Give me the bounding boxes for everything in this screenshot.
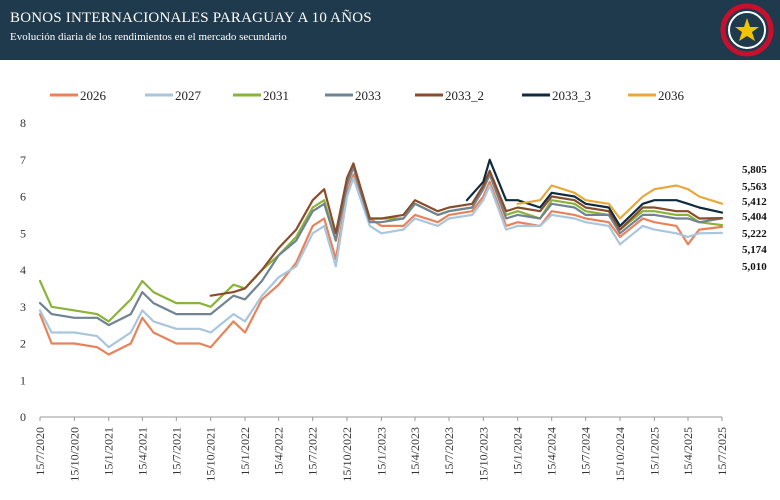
x-tick-label: 15/7/2023 (442, 427, 456, 476)
legend-label: 2033 (355, 88, 381, 103)
x-tick-label: 15/1/2025 (647, 427, 661, 476)
series-line-2026 (38, 173, 724, 356)
x-tick-label: 15/1/2024 (511, 427, 525, 476)
y-tick-label: 8 (20, 116, 26, 130)
series-line-2036 (516, 184, 724, 220)
x-tick-label: 15/10/2024 (613, 427, 627, 482)
y-tick-label: 7 (20, 153, 26, 167)
end-value-label: 5,222 (742, 228, 767, 240)
end-value-label: 5,412 (742, 196, 767, 208)
x-tick-label: 15/7/2022 (306, 427, 320, 476)
end-value-label: 5,404 (742, 211, 767, 223)
x-tick-label: 15/10/2021 (204, 427, 218, 482)
x-tick-label: 15/7/2020 (33, 427, 47, 476)
y-tick-label: 4 (20, 263, 26, 277)
x-tick-label: 15/4/2025 (681, 427, 695, 476)
line-chart: 0 1 2 3 4 5 6 7 8 15/7/2020 15/10/2020 15/1/2021 15/… (20, 88, 767, 482)
series-line-2033 (38, 165, 724, 327)
x-tick-label: 15/4/2022 (272, 427, 286, 476)
end-value-label: 5,174 (742, 244, 767, 256)
x-tick-label: 15/10/2023 (476, 427, 490, 482)
x-tick-label: 15/1/2023 (374, 427, 388, 476)
legend-label: 2026 (80, 88, 107, 103)
x-tick-label: 15/1/2021 (102, 427, 116, 476)
series-line-2033-2 (209, 162, 724, 297)
x-tick-label: 15/4/2024 (545, 427, 559, 476)
y-tick-label: 1 (20, 373, 26, 387)
legend-label: 2027 (175, 88, 202, 103)
legend-label: 2033_2 (445, 88, 484, 103)
y-tick-label: 5 (20, 226, 26, 240)
x-tick-label: 15/7/2021 (169, 427, 183, 476)
series-line-2033-3 (465, 158, 724, 227)
x-tick-label: 15/7/2025 (715, 427, 729, 476)
legend-label: 2036 (658, 88, 685, 103)
chart-title: BONOS INTERNACIONALES PARAGUAY A 10 AÑOS (10, 10, 372, 26)
y-tick-label: 3 (20, 300, 26, 314)
end-value-label: 5,010 (742, 261, 767, 273)
legend-label: 2033_3 (552, 88, 591, 103)
y-tick-label: 6 (20, 190, 26, 204)
end-value-label: 5,805 (742, 164, 767, 176)
x-tick-label: 15/7/2024 (579, 427, 593, 476)
x-tick-label: 15/4/2021 (135, 427, 149, 476)
x-tick-label: 15/1/2022 (238, 427, 252, 476)
x-tick-label: 15/10/2020 (67, 427, 81, 482)
chart-header: BONOS INTERNACIONALES PARAGUAY A 10 AÑOS… (0, 0, 780, 60)
legend-label: 2031 (263, 88, 289, 103)
y-tick-label: 2 (20, 337, 26, 351)
chart-subtitle: Evolución diaria de los rendimientos en … (10, 31, 287, 43)
end-value-label: 5,563 (742, 181, 767, 193)
x-tick-label: 15/10/2022 (340, 427, 354, 482)
x-tick-label: 15/4/2023 (408, 427, 422, 476)
y-tick-label: 0 (20, 410, 26, 424)
paraguay-emblem-icon (720, 3, 774, 57)
series-line-2027 (38, 176, 724, 349)
